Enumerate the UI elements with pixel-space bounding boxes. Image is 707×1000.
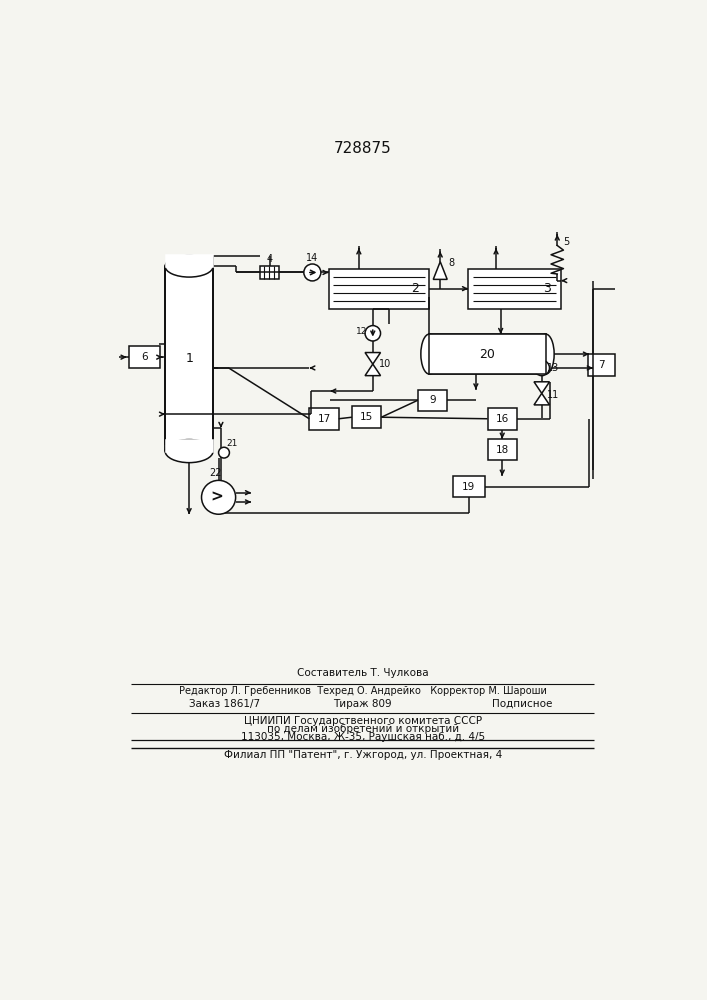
Text: 21: 21 <box>226 439 238 448</box>
Polygon shape <box>365 364 380 376</box>
Bar <box>165 440 213 452</box>
Text: 14: 14 <box>306 253 318 263</box>
Text: 1: 1 <box>185 352 193 365</box>
Bar <box>309 408 339 430</box>
Text: 4: 4 <box>267 254 273 264</box>
Text: 6: 6 <box>141 352 148 362</box>
Circle shape <box>304 264 321 281</box>
Text: 113035, Москва, Ж-35, Раушская наб., д. 4/5: 113035, Москва, Ж-35, Раушская наб., д. … <box>240 732 485 742</box>
Bar <box>418 389 448 411</box>
Text: Редактор Л. Гребенников  Техред О. Андрейко   Корректор М. Шароши: Редактор Л. Гребенников Техред О. Андрей… <box>179 686 547 696</box>
Text: 12: 12 <box>356 327 367 336</box>
Bar <box>488 439 517 460</box>
Text: 3: 3 <box>543 282 551 295</box>
Text: 13: 13 <box>547 363 559 373</box>
Circle shape <box>201 480 235 514</box>
Bar <box>429 334 546 374</box>
Bar <box>430 335 545 373</box>
Circle shape <box>218 447 230 458</box>
Bar <box>452 476 485 497</box>
Text: 7: 7 <box>598 360 604 370</box>
Bar <box>165 266 213 451</box>
Bar <box>165 255 213 267</box>
Text: 18: 18 <box>496 445 509 455</box>
Polygon shape <box>534 393 549 405</box>
Bar <box>588 354 614 376</box>
Text: Тираж 809: Тираж 809 <box>334 699 392 709</box>
Polygon shape <box>365 353 380 364</box>
Bar <box>488 408 517 430</box>
Text: Подписное: Подписное <box>492 699 553 709</box>
Text: 15: 15 <box>360 412 373 422</box>
Text: 5: 5 <box>563 237 570 247</box>
Bar <box>352 406 381 428</box>
Text: 8: 8 <box>448 258 454 268</box>
Bar <box>429 334 546 374</box>
Text: по делам изобретений и открытий: по делам изобретений и открытий <box>267 724 459 734</box>
Text: 17: 17 <box>317 414 331 424</box>
Text: 2: 2 <box>411 282 419 295</box>
Text: 9: 9 <box>429 395 436 405</box>
Bar <box>129 346 160 368</box>
Polygon shape <box>534 382 549 393</box>
Circle shape <box>534 360 549 376</box>
Text: Филиал ПП "Патент", г. Ужгород, ул. Проектная, 4: Филиал ПП "Патент", г. Ужгород, ул. Прое… <box>223 750 502 760</box>
Ellipse shape <box>421 334 438 374</box>
Text: Составитель Т. Чулкова: Составитель Т. Чулкова <box>297 668 428 678</box>
Text: 728875: 728875 <box>334 141 392 156</box>
Text: 10: 10 <box>379 359 392 369</box>
Ellipse shape <box>537 334 554 374</box>
Text: 22: 22 <box>209 468 222 478</box>
Ellipse shape <box>165 256 213 277</box>
Text: 16: 16 <box>496 414 509 424</box>
Bar <box>260 266 279 279</box>
Text: Заказ 1861/7: Заказ 1861/7 <box>189 699 260 709</box>
Text: 20: 20 <box>479 348 496 361</box>
Bar <box>468 269 561 309</box>
Text: 19: 19 <box>462 482 476 492</box>
Polygon shape <box>433 262 448 279</box>
Ellipse shape <box>165 440 213 463</box>
Circle shape <box>365 326 380 341</box>
Text: >: > <box>211 489 223 504</box>
Text: 11: 11 <box>547 390 559 400</box>
Text: ЦНИИПИ Государственного комитета СССР: ЦНИИПИ Государственного комитета СССР <box>244 716 481 726</box>
Bar <box>329 269 429 309</box>
